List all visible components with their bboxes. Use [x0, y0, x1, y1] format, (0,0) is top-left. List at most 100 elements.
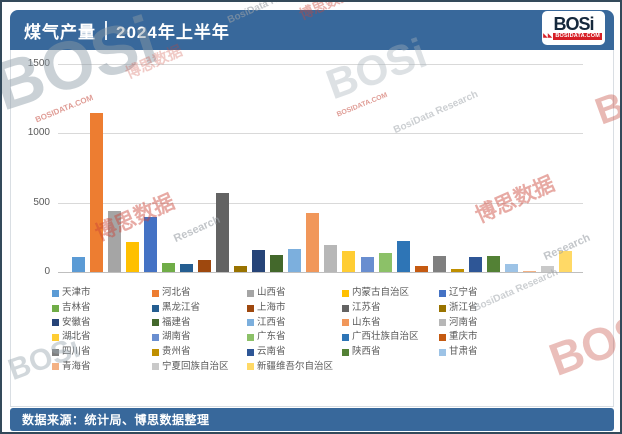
bar — [468, 257, 482, 272]
legend-label: 贵州省 — [162, 346, 191, 358]
legend-label: 江西省 — [257, 316, 286, 328]
legend-label: 广西壮族自治区 — [352, 331, 419, 343]
legend-swatch-icon — [52, 333, 59, 341]
legend-swatch-icon — [439, 289, 446, 297]
legend-label: 重庆市 — [449, 331, 478, 343]
legend-label: 吉林省 — [62, 302, 91, 314]
bar — [90, 112, 104, 272]
page-title: 煤气产量 2024年上半年 — [24, 18, 230, 43]
legend-label: 甘肃省 — [449, 346, 478, 358]
legend-label: 山东省 — [352, 316, 381, 328]
bar — [360, 256, 374, 272]
bar — [72, 256, 85, 272]
legend-swatch-icon — [152, 304, 159, 312]
legend-swatch-icon — [152, 348, 159, 356]
legend-label: 上海市 — [257, 302, 286, 314]
legend-swatch-icon — [52, 348, 59, 356]
legend-label: 湖北省 — [62, 331, 91, 343]
bar — [288, 249, 302, 272]
legend-label: 广东省 — [257, 331, 286, 343]
legend-item: 福建省 — [152, 315, 247, 330]
legend-swatch-icon — [152, 333, 159, 341]
logo-triangle-icon: ◣◣ — [543, 33, 553, 39]
legend-label: 山西省 — [257, 287, 286, 299]
y-tick-label: 1000 — [27, 127, 50, 139]
legend-swatch-icon — [52, 363, 59, 371]
legend-label: 天津市 — [62, 287, 91, 299]
legend-item: 上海市 — [247, 301, 342, 316]
bar — [306, 213, 320, 272]
bar-series — [72, 64, 572, 272]
legend-item: 山西省 — [247, 286, 342, 301]
footer-bar: 数据来源：统计局、博思数据整理 — [10, 408, 614, 431]
legend-label: 湖南省 — [162, 331, 191, 343]
legend-swatch-icon — [52, 289, 59, 297]
y-tick-label: 1500 — [27, 58, 50, 69]
legend-swatch-icon — [247, 333, 254, 341]
bar — [270, 254, 284, 272]
legend-item: 内蒙古自治区 — [342, 286, 439, 301]
legend-swatch-icon — [152, 289, 159, 297]
bar — [234, 265, 248, 272]
legend-swatch-icon — [247, 319, 254, 327]
legend-swatch-icon — [439, 304, 446, 312]
gridline — [58, 133, 583, 135]
legend-item: 甘肃省 — [439, 345, 597, 360]
legend-label: 浙江省 — [449, 302, 478, 314]
bar — [414, 265, 428, 272]
legend-item: 安徽省 — [52, 315, 152, 330]
legend-label: 河北省 — [162, 287, 191, 299]
bosi-logo-bottom: ◣◣ BOSIDATA.COM — [543, 32, 602, 40]
legend-item: 江苏省 — [342, 301, 439, 316]
legend-swatch-icon — [52, 319, 59, 327]
legend-swatch-icon — [439, 319, 446, 327]
legend-swatch-icon — [342, 333, 349, 341]
bar — [252, 249, 266, 272]
legend-label: 新疆维吾尔自治区 — [257, 360, 334, 372]
bar — [522, 270, 536, 272]
bar — [558, 251, 572, 272]
bar — [180, 264, 194, 272]
legend-item: 广西壮族自治区 — [342, 330, 439, 345]
legend-swatch-icon — [152, 319, 159, 327]
legend-item: 吉林省 — [52, 301, 152, 316]
legend-item: 青海省 — [52, 359, 152, 374]
chart-legend: 天津市 河北省 山西省 内蒙古自治区 辽宁省吉林省 黑龙江省 上海市 江苏省 浙江省安徽省 福建省… — [52, 286, 597, 374]
legend-item: 贵州省 — [152, 345, 247, 360]
legend-item: 天津市 — [52, 286, 152, 301]
legend-swatch-icon — [247, 304, 254, 312]
bar — [342, 251, 356, 272]
bar — [126, 241, 140, 272]
legend-swatch-icon — [342, 289, 349, 297]
legend-swatch-icon — [342, 319, 349, 327]
legend-label: 陕西省 — [352, 346, 381, 358]
bar — [162, 263, 176, 272]
legend-swatch-icon — [342, 304, 349, 312]
bar — [198, 260, 212, 272]
legend-label: 四川省 — [62, 346, 91, 358]
legend-label: 宁夏回族自治区 — [162, 360, 229, 372]
bar — [504, 263, 518, 272]
bar — [108, 211, 122, 272]
bar — [144, 216, 158, 272]
legend-label: 福建省 — [162, 316, 191, 328]
title-divider — [105, 20, 107, 40]
legend-label: 江苏省 — [352, 302, 381, 314]
legend-item: 云南省 — [247, 345, 342, 360]
title-period: 2024年上半年 — [116, 22, 230, 42]
legend-label: 云南省 — [257, 346, 286, 358]
legend-item: 广东省 — [247, 330, 342, 345]
bosi-logo: BOSi ◣◣ BOSIDATA.COM — [542, 11, 605, 45]
legend-item: 湖南省 — [152, 330, 247, 345]
legend-swatch-icon — [247, 289, 254, 297]
legend-item: 辽宁省 — [439, 286, 597, 301]
bosi-logo-text: BOSi — [553, 13, 594, 34]
legend-item: 河北省 — [152, 286, 247, 301]
legend-item: 重庆市 — [439, 330, 597, 345]
bar — [540, 265, 554, 272]
legend-label: 黑龙江省 — [162, 302, 201, 314]
gridline — [58, 202, 583, 204]
legend-label: 内蒙古自治区 — [352, 287, 410, 299]
title-metric: 煤气产量 — [24, 22, 96, 42]
